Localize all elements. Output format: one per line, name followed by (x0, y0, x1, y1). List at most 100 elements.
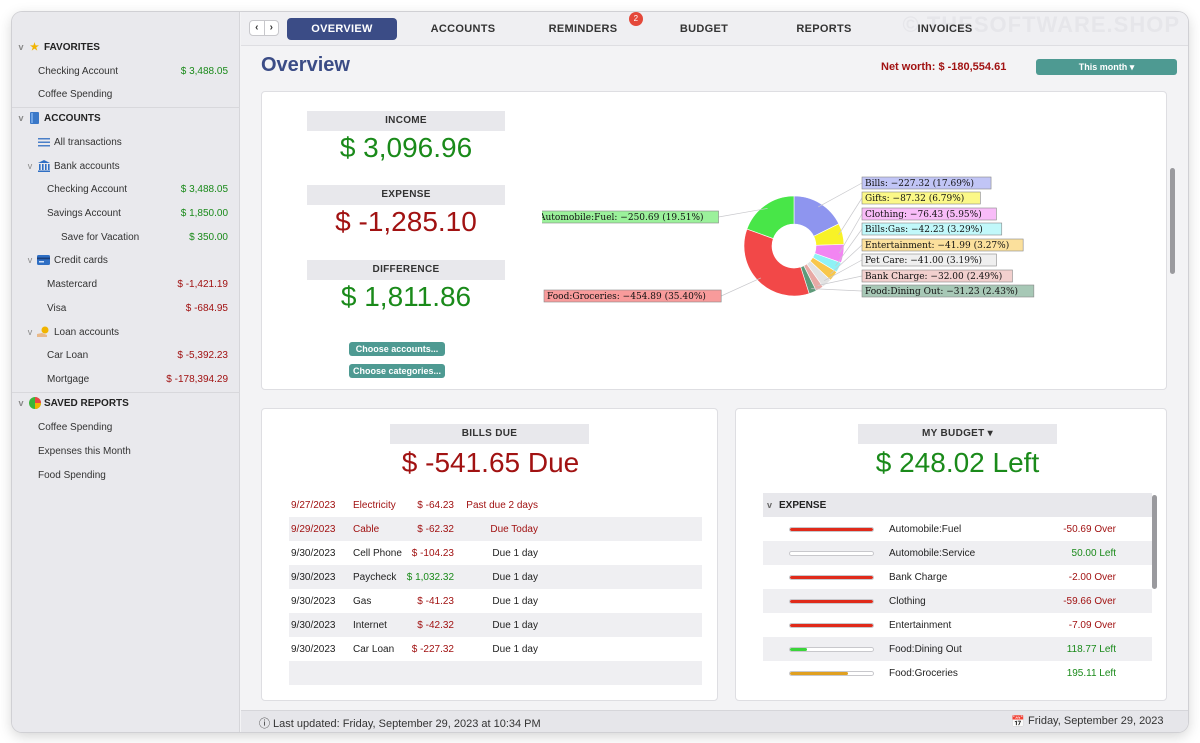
status-bar: ⓘ Last updated: Friday, September 29, 20… (241, 710, 1188, 732)
budget-dropdown[interactable]: MY BUDGET ▾ (858, 424, 1057, 444)
forward-button[interactable]: › (263, 21, 279, 35)
budget-progress-bar (789, 526, 874, 532)
budget-row[interactable]: Entertainment -7.09 Over (763, 613, 1152, 637)
choose-accounts-button[interactable]: Choose accounts... (349, 342, 445, 356)
tab-accounts[interactable]: ACCOUNTS (430, 23, 496, 35)
chevron-down-icon[interactable]: v (18, 113, 24, 123)
bill-status: Due Today (490, 523, 538, 535)
tab-invoices[interactable]: INVOICES (917, 23, 973, 35)
pie-label-box (861, 222, 1003, 236)
budget-row[interactable]: Food:Dining Out 118.77 Left (763, 637, 1152, 661)
budget-category: Bank Charge (889, 571, 948, 583)
budget-section-expense[interactable]: v EXPENSE (763, 493, 1152, 517)
pie-label-box (861, 253, 997, 267)
chevron-down-icon[interactable]: v (18, 398, 24, 408)
sidebar-section-accounts[interactable]: v ACCOUNTS (12, 107, 240, 129)
budget-row[interactable]: Automobile:Service 50.00 Left (763, 541, 1152, 565)
tab-budget[interactable]: BUDGET (679, 23, 729, 35)
bill-amount: $ -62.32 (417, 523, 454, 535)
bill-date: 9/30/2023 (291, 643, 336, 655)
bill-payee: Cell Phone (353, 547, 402, 559)
scrollbar[interactable] (1170, 168, 1175, 274)
budget-left: $ 248.02 Left (875, 447, 1040, 478)
bill-row[interactable]: 9/30/2023 Cell Phone $ -104.23 Due 1 day (289, 541, 702, 565)
pie-label: Automobile:Fuel: −250.69 (19.51%) (542, 212, 704, 223)
pie-leader-line (718, 208, 768, 218)
sidebar-item-car-loan[interactable]: Car Loan $ -5,392.23 (47, 349, 228, 361)
budget-progress-bar (789, 646, 874, 652)
sidebar-item-visa[interactable]: Visa $ -684.95 (47, 302, 228, 314)
bill-row[interactable]: 9/27/2023 Electricity $ -64.23 Past due … (289, 493, 702, 517)
bills-due-panel: BILLS DUE $ -541.65 Due 9/27/2023 Electr… (261, 408, 718, 701)
sidebar-item-save-for-vacation[interactable]: Save for Vacation $ 350.00 (61, 231, 228, 243)
budget-row[interactable]: Food:Groceries 195.11 Left (763, 661, 1152, 685)
budget-category: Automobile:Fuel (889, 523, 962, 535)
back-button[interactable]: ‹ (255, 22, 259, 33)
pie-label: Gifts: −87.32 (6.79%) (865, 193, 964, 204)
sidebar-item-mortgage[interactable]: Mortgage $ -178,394.29 (47, 373, 228, 385)
sidebar-item-mastercard[interactable]: Mastercard $ -1,421.19 (47, 278, 228, 290)
pie-leader-line (818, 182, 863, 208)
pie-slice[interactable] (746, 195, 795, 239)
pie-label: Clothing: −76.43 (5.95%) (865, 209, 982, 220)
book-icon (28, 112, 41, 125)
scrollbar[interactable] (1152, 495, 1157, 589)
difference-label: DIFFERENCE (307, 260, 505, 280)
budget-status: 195.11 Left (1066, 667, 1116, 679)
summary-panel: INCOME $ 3,096.96 EXPENSE $ -1,285.10 DI… (261, 91, 1175, 390)
bill-row[interactable]: 9/30/2023 Car Loan $ -227.32 Due 1 day (289, 637, 702, 661)
bill-row[interactable]: 9/30/2023 Paycheck $ 1,032.32 Due 1 day (289, 565, 702, 589)
tab-overview[interactable]: OVERVIEW (287, 18, 397, 40)
divider (12, 107, 240, 108)
pie-leader-line (835, 228, 863, 266)
pie-label-box (861, 207, 997, 221)
expense-value: $ -1,285.10 (335, 206, 477, 237)
bill-status: Due 1 day (492, 595, 538, 607)
sidebar-section-favorites[interactable]: v ★ FAVORITES (12, 36, 240, 58)
sidebar-group-credit-cards[interactable]: v Credit cards (12, 249, 240, 271)
sidebar-group-bank-accounts[interactable]: v Bank accounts (12, 155, 240, 177)
pie-label-box (861, 284, 1035, 298)
sidebar-group-loan-accounts[interactable]: v Loan accounts (12, 321, 240, 343)
sidebar-item-checking-account[interactable]: Checking Account $ 3,488.05 (47, 183, 228, 195)
chevron-down-icon[interactable]: v (27, 255, 33, 265)
pie-slice[interactable] (743, 228, 810, 297)
sidebar-item-all-transactions[interactable]: All transactions (12, 131, 240, 153)
budget-row[interactable]: Automobile:Fuel -50.69 Over (763, 517, 1152, 541)
bill-amount: $ -64.23 (417, 499, 454, 511)
pie-label: Bills:Gas: −42.23 (3.29%) (865, 224, 983, 235)
budget-row[interactable]: Clothing -59.66 Over (763, 589, 1152, 613)
bill-row-empty (289, 661, 702, 685)
tab-reminders[interactable]: REMINDERS 2 (537, 12, 643, 40)
bill-date: 9/30/2023 (291, 595, 336, 607)
bill-row[interactable]: 9/29/2023 Cable $ -62.32 Due Today (289, 517, 702, 541)
sidebar-item-savings-account[interactable]: Savings Account $ 1,850.00 (47, 207, 228, 219)
budget-row[interactable]: Bank Charge -2.00 Over (763, 565, 1152, 589)
bill-status: Due 1 day (492, 619, 538, 631)
bank-icon (37, 160, 50, 173)
bill-amount: $ -104.23 (411, 547, 454, 559)
chevron-down-icon[interactable]: v (27, 327, 33, 337)
chevron-down-icon[interactable]: v (767, 500, 773, 510)
net-worth: Net worth: $ -180,554.61 (881, 61, 1007, 73)
bill-payee: Car Loan (353, 643, 395, 655)
chevron-down-icon[interactable]: v (27, 161, 33, 171)
tab-reports[interactable]: REPORTS (796, 23, 852, 35)
budget-status: -50.69 Over (1063, 523, 1116, 535)
period-dropdown[interactable]: This month ▾ (1036, 59, 1177, 75)
bill-row[interactable]: 9/30/2023 Internet $ -42.32 Due 1 day (289, 613, 702, 637)
bill-row[interactable]: 9/30/2023 Gas $ -41.23 Due 1 day (289, 589, 702, 613)
sidebar-item-report-expenses[interactable]: Expenses this Month (38, 445, 131, 457)
budget-progress-bar (789, 598, 874, 604)
sidebar-item-checking-favorite[interactable]: Checking Account $ 3,488.05 (38, 65, 228, 77)
sidebar-item-coffee-favorite[interactable]: Coffee Spending (38, 88, 113, 100)
app-window: v ★ FAVORITES Checking Account $ 3,488.0… (12, 12, 1188, 732)
chevron-down-icon[interactable]: v (18, 42, 24, 52)
budget-category: Automobile:Service (889, 547, 976, 559)
pie-label: Bills: −227.32 (17.69%) (865, 178, 974, 189)
choose-categories-button[interactable]: Choose categories... (349, 364, 445, 378)
sidebar-item-report-coffee[interactable]: Coffee Spending (38, 421, 113, 433)
money-hand-icon (37, 326, 50, 339)
sidebar-section-saved-reports[interactable]: v SAVED REPORTS (12, 392, 240, 414)
sidebar-item-report-food[interactable]: Food Spending (38, 469, 106, 481)
